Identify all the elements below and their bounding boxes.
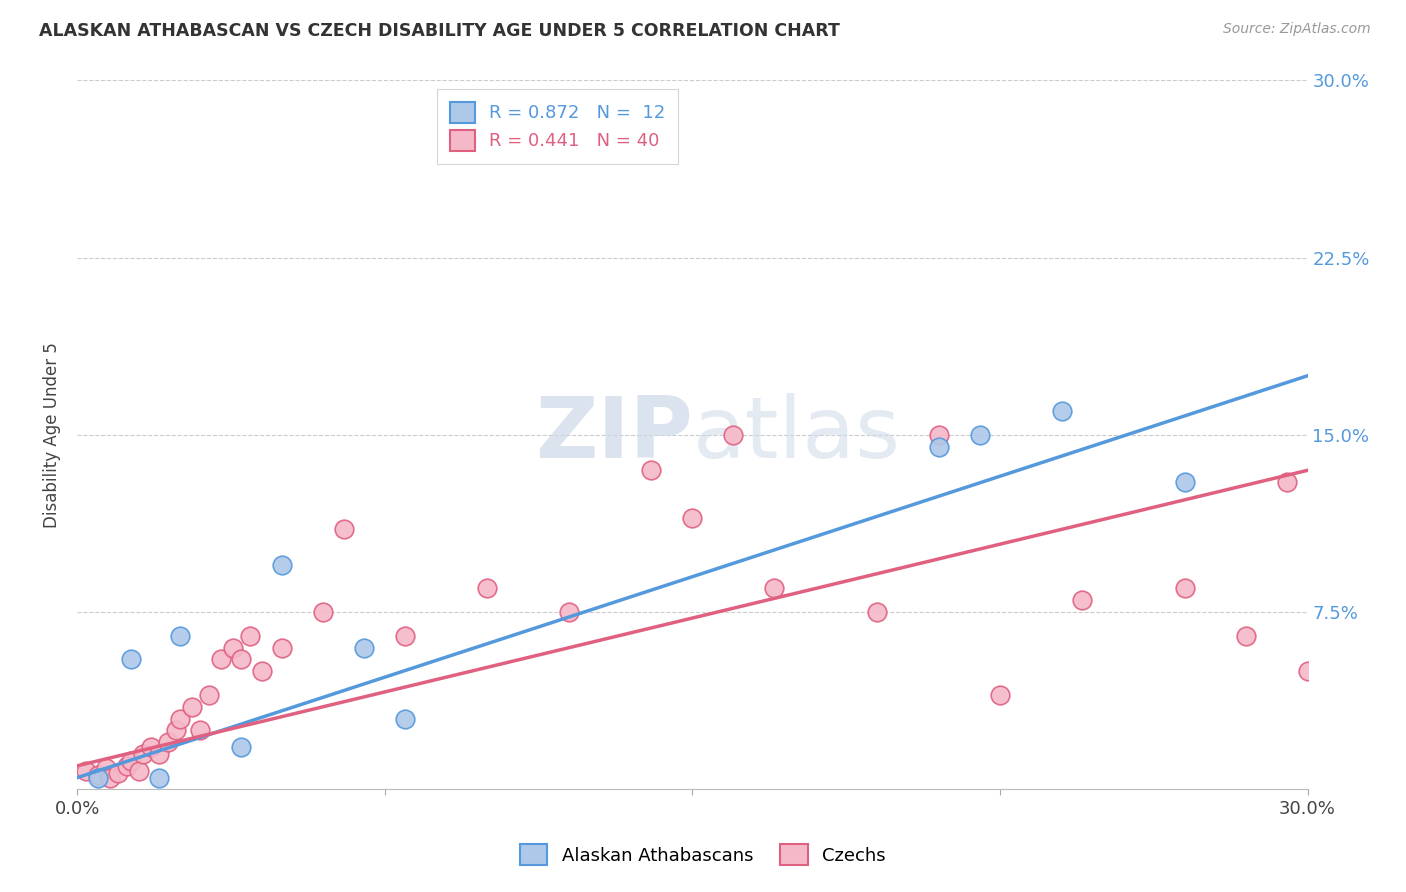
Point <box>1174 582 1197 596</box>
Point <box>209 652 232 666</box>
Point <box>477 582 499 596</box>
Point <box>558 605 581 619</box>
Point <box>120 652 142 666</box>
Point <box>169 629 191 643</box>
Point <box>197 688 219 702</box>
Text: ZIP: ZIP <box>534 393 693 476</box>
Point <box>156 735 179 749</box>
Point <box>165 723 187 738</box>
Point <box>969 428 991 442</box>
Point <box>132 747 155 761</box>
Point <box>120 754 142 768</box>
Text: Source: ZipAtlas.com: Source: ZipAtlas.com <box>1223 22 1371 37</box>
Legend: R = 0.872   N =  12, R = 0.441   N = 40: R = 0.872 N = 12, R = 0.441 N = 40 <box>437 89 678 163</box>
Point <box>181 699 204 714</box>
Point <box>128 764 150 778</box>
Point <box>1174 475 1197 489</box>
Point <box>763 582 786 596</box>
Point <box>239 629 262 643</box>
Point <box>222 640 245 655</box>
Point <box>394 712 416 726</box>
Point <box>682 510 704 524</box>
Point <box>75 764 97 778</box>
Point <box>394 629 416 643</box>
Point <box>928 428 950 442</box>
Point <box>640 463 662 477</box>
Point <box>188 723 212 738</box>
Point <box>1071 593 1094 607</box>
Point <box>988 688 1011 702</box>
Point <box>353 640 375 655</box>
Text: atlas: atlas <box>693 393 900 476</box>
Point <box>87 771 110 785</box>
Point <box>231 739 253 754</box>
Point <box>231 652 253 666</box>
Point <box>148 747 170 761</box>
Point <box>1275 475 1298 489</box>
Point <box>115 758 138 772</box>
Point <box>1050 404 1073 418</box>
Point <box>1234 629 1257 643</box>
Point <box>169 712 191 726</box>
Point <box>723 428 745 442</box>
Point <box>250 664 273 679</box>
Point <box>148 771 170 785</box>
Point <box>333 523 356 537</box>
Y-axis label: Disability Age Under 5: Disability Age Under 5 <box>44 342 62 528</box>
Point <box>312 605 335 619</box>
Point <box>94 761 117 775</box>
Text: ALASKAN ATHABASCAN VS CZECH DISABILITY AGE UNDER 5 CORRELATION CHART: ALASKAN ATHABASCAN VS CZECH DISABILITY A… <box>39 22 841 40</box>
Point <box>866 605 889 619</box>
Point <box>928 440 950 454</box>
Point <box>107 765 129 780</box>
Legend: Alaskan Athabascans, Czechs: Alaskan Athabascans, Czechs <box>513 837 893 872</box>
Point <box>271 558 294 572</box>
Point <box>271 640 294 655</box>
Point <box>1296 664 1319 679</box>
Point <box>141 739 163 754</box>
Point <box>87 768 110 782</box>
Point <box>98 771 121 785</box>
